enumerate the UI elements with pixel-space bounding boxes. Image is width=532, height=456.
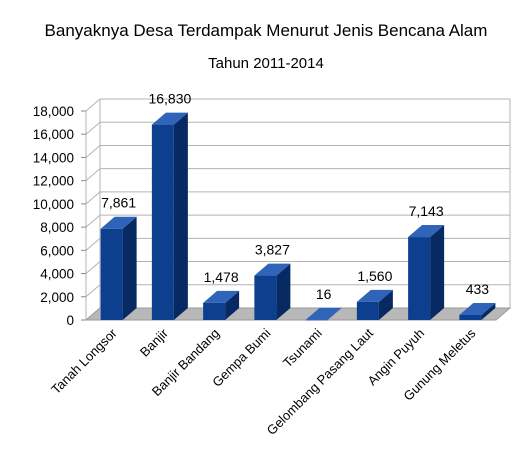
data-label: 7,861 <box>101 195 136 211</box>
bar-side-face <box>225 290 240 320</box>
bar-side-face <box>276 263 291 320</box>
bar-top-face <box>356 289 393 302</box>
bar-top-face <box>408 225 445 238</box>
category-label: Tanah Longsor <box>48 325 120 397</box>
y-tick-label: 2,000 <box>40 290 74 305</box>
chart-floor <box>84 307 512 321</box>
side-wall-gridline <box>85 237 101 251</box>
data-label: 3,827 <box>255 242 290 258</box>
side-wall-gridline <box>85 191 101 205</box>
data-label: 1,560 <box>357 268 392 284</box>
y-tick-label: 4,000 <box>40 267 74 282</box>
bar-top-face <box>459 302 496 315</box>
data-label: 433 <box>466 281 490 297</box>
data-label: 16 <box>316 286 332 302</box>
y-tick-label: 6,000 <box>40 243 74 258</box>
side-wall-gridline <box>85 98 101 112</box>
bar <box>151 124 174 321</box>
bar-side-face <box>430 225 445 320</box>
category-label: Banjir <box>137 325 172 360</box>
bar-side-face <box>327 307 342 320</box>
chart-subtitle: Tahun 2011-2014 <box>208 55 324 72</box>
bar-side-face <box>122 216 137 320</box>
bar <box>100 228 123 320</box>
plot-area: 0 2,000 4,000 6,000 8,000 10,000 12,000 14,000 1… <box>33 91 512 438</box>
category-label: Gelombang Pasang Laut <box>264 325 377 438</box>
side-wall-gridline <box>85 261 101 274</box>
y-tick-label: 14,000 <box>33 150 74 165</box>
bar-top-face <box>254 263 291 276</box>
y-tick-label: 16,000 <box>33 127 74 142</box>
side-wall-gridline <box>85 145 101 158</box>
data-label: 16,830 <box>148 91 191 107</box>
y-tick-label: 12,000 <box>33 174 74 189</box>
side-wall-gridline <box>85 168 101 182</box>
bar <box>254 275 277 320</box>
side-wall-gridline <box>85 284 101 298</box>
data-label: 7,143 <box>409 203 444 219</box>
bar-side-face <box>378 289 393 320</box>
y-tick-label: 10,000 <box>33 197 74 212</box>
category-label: Tsunami <box>280 325 325 370</box>
y-tick-label: 0 <box>66 313 74 328</box>
bar-side-face <box>173 112 188 321</box>
y-tick-label: 18,000 <box>33 104 74 119</box>
bar-top-face <box>203 290 240 303</box>
bar-side-face <box>481 302 496 320</box>
bar <box>203 302 226 320</box>
bar-top-face <box>305 307 342 320</box>
bar <box>459 314 482 320</box>
side-wall-gridline <box>85 121 101 135</box>
bar <box>356 301 379 320</box>
data-label: 1,478 <box>204 269 239 285</box>
chart-title: Banyaknya Desa Terdampak Menurut Jenis B… <box>45 21 488 40</box>
bar <box>408 237 431 320</box>
bar <box>305 319 328 321</box>
side-wall-gridline <box>85 214 101 228</box>
bar-top-face <box>151 112 188 125</box>
y-tick-label: 8,000 <box>40 220 74 235</box>
bar-top-face <box>100 216 137 229</box>
